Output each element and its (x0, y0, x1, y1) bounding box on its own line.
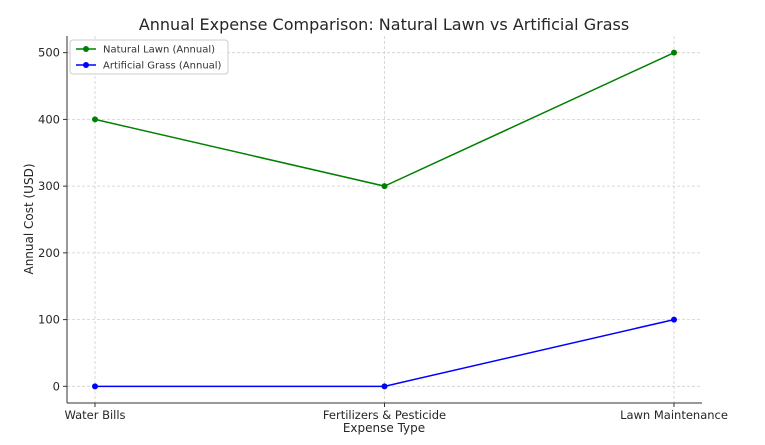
x-tick-label: Lawn Maintenance (620, 408, 728, 422)
legend: Natural Lawn (Annual) Artificial Grass (A… (69, 39, 229, 75)
axes (63, 36, 702, 407)
x-tick-label: Fertilizers & Pesticide (323, 408, 446, 422)
tick-labels: 0 100 200 300 400 500 Water Bills Fertilizers &… (38, 46, 728, 422)
legend-label: Artificial Grass (Annual) (103, 61, 222, 72)
data-point (381, 183, 388, 190)
y-tick-label: 200 (38, 246, 60, 260)
data-point (671, 316, 677, 323)
x-tick-label: Water Bills (64, 408, 125, 422)
y-tick-label: 300 (38, 179, 60, 193)
legend-marker (83, 46, 89, 52)
y-tick-label: 400 (38, 112, 60, 126)
legend-entry: Natural Lawn (Annual) (76, 45, 215, 56)
legend-marker (83, 62, 89, 68)
y-tick-label: 100 (38, 313, 60, 327)
data-point (671, 49, 677, 56)
chart-title: Annual Expense Comparison: Natural Lawn … (139, 15, 629, 34)
series-natural-lawn (92, 49, 677, 190)
y-tick-label: 500 (38, 46, 60, 60)
data-point (92, 116, 98, 123)
legend-label: Natural Lawn (Annual) (103, 45, 215, 56)
legend-entry: Artificial Grass (Annual) (76, 61, 222, 72)
series-artificial-grass (92, 316, 677, 390)
series-layer (92, 49, 677, 390)
data-point (92, 383, 98, 390)
data-point (381, 383, 388, 390)
y-axis-label: Annual Cost (USD) (22, 163, 36, 274)
legend-box (69, 39, 229, 75)
x-axis-label: Expense Type (343, 421, 425, 435)
y-tick-label: 0 (53, 379, 60, 393)
grid (67, 36, 702, 403)
